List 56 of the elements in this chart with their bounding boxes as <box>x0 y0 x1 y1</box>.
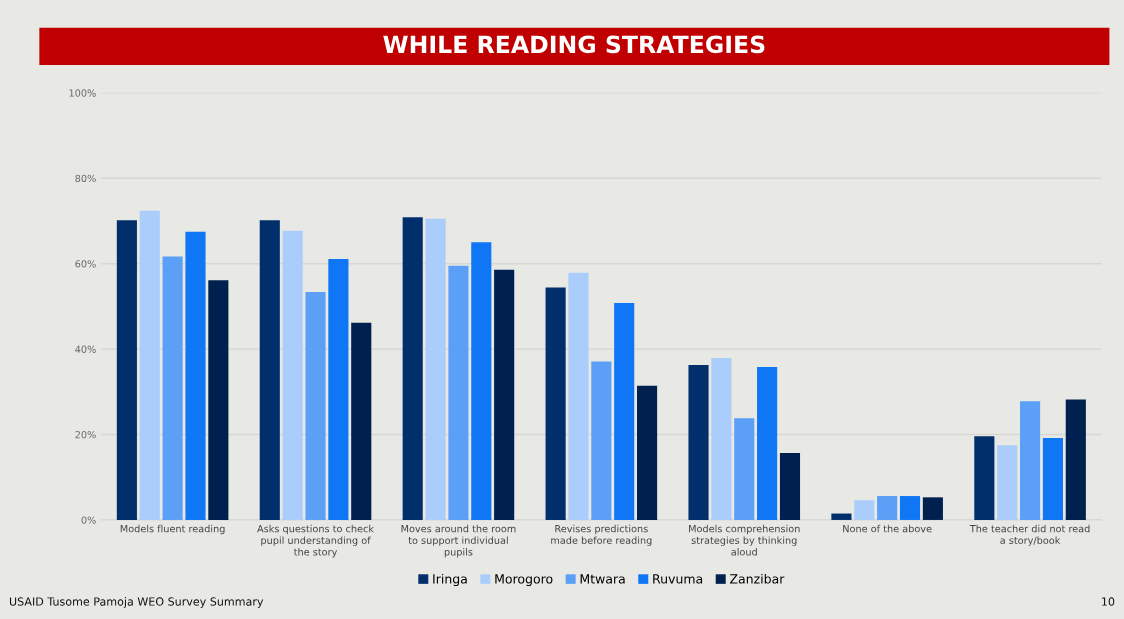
bar <box>402 217 423 520</box>
bar <box>637 385 658 520</box>
text: 10 <box>1102 597 1115 606</box>
bar <box>305 291 326 520</box>
legend-label: Zanzibar <box>730 573 785 584</box>
x-tick-label: Asks questions to check pupil understanding of the story <box>257 524 374 558</box>
bar <box>139 210 160 520</box>
bar <box>568 272 589 520</box>
x-tick-label: The teacher did not read a story/book <box>969 524 1090 546</box>
bar <box>1020 401 1041 520</box>
bar <box>116 220 137 520</box>
bar <box>757 367 778 520</box>
bar <box>734 418 755 520</box>
x-tick-label: None of the above <box>843 524 932 533</box>
text: USAID Tusome Pamoja WEO Survey Summary <box>9 597 264 608</box>
bar <box>922 497 943 520</box>
bar <box>471 242 492 520</box>
bar <box>351 322 372 520</box>
bar <box>259 220 280 520</box>
x-tick-label: Models fluent reading <box>120 524 225 535</box>
bar <box>877 496 898 520</box>
bar <box>282 230 303 520</box>
bar <box>328 259 349 520</box>
bar <box>779 452 801 520</box>
bar <box>997 445 1018 520</box>
bar <box>425 218 446 520</box>
legend-label: Ruvuma <box>653 574 703 584</box>
bar <box>208 280 229 520</box>
x-tick-label: Moves around the room to support individual pupils <box>401 524 516 558</box>
bar <box>591 361 612 520</box>
bar <box>688 364 709 520</box>
chart-title: WHILE READING STRATEGIES <box>383 35 765 54</box>
y-tick-label: 20% <box>75 431 96 439</box>
bar <box>1042 437 1063 520</box>
bar <box>494 269 515 520</box>
x-tick-label: Models comprehension strategies by thinking aloud <box>689 524 800 556</box>
legend-label: Morogoro <box>495 574 553 587</box>
bar <box>974 436 995 520</box>
bar <box>831 513 852 520</box>
x-tick-label: Revises predictions made before reading <box>551 524 652 546</box>
bar <box>185 231 206 520</box>
y-tick-label: 0% <box>81 516 96 524</box>
y-tick-label: 60% <box>75 260 96 268</box>
bar <box>1065 399 1086 520</box>
legend-label: Iringa <box>433 573 467 587</box>
bar <box>899 496 921 520</box>
y-tick-label: 40% <box>75 345 96 353</box>
bar <box>614 302 635 520</box>
bar <box>711 358 732 520</box>
y-tick-label: 80% <box>75 174 96 183</box>
bar <box>162 256 183 520</box>
bar <box>854 500 875 520</box>
legend-label: Mtwara <box>580 574 625 584</box>
y-tick-label: 100% <box>69 89 96 97</box>
bar <box>448 265 469 520</box>
bar <box>545 287 566 520</box>
